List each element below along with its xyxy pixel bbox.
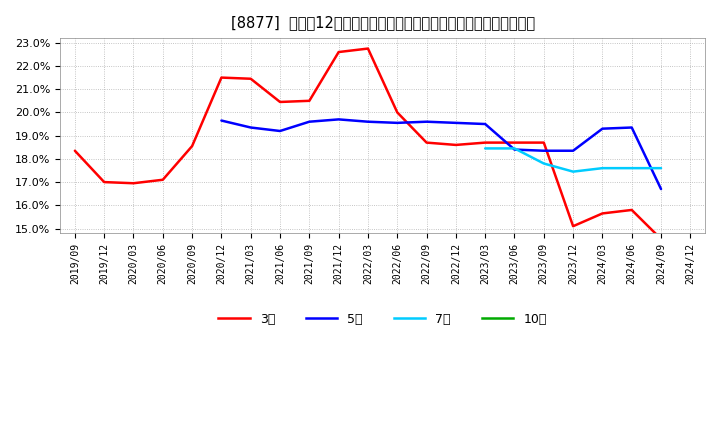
5年 xyxy=(510,147,519,152)
3年 xyxy=(627,207,636,213)
3年 xyxy=(569,224,577,229)
3年 xyxy=(393,110,402,115)
3年 xyxy=(276,99,284,105)
Line: 7年: 7年 xyxy=(485,148,661,172)
5年 xyxy=(598,126,607,131)
3年 xyxy=(305,98,314,103)
3年 xyxy=(539,140,548,145)
5年 xyxy=(451,120,460,125)
3年 xyxy=(510,140,519,145)
3年 xyxy=(422,140,431,145)
3年 xyxy=(158,177,167,183)
5年 xyxy=(627,125,636,130)
7年 xyxy=(569,169,577,174)
5年 xyxy=(246,125,255,130)
Line: 3年: 3年 xyxy=(75,48,661,239)
5年 xyxy=(305,119,314,125)
Title: [8877]  売上高12か月移動合計の対前年同期増減率の標準偏差の推移: [8877] 売上高12か月移動合計の対前年同期増減率の標準偏差の推移 xyxy=(230,15,535,30)
3年 xyxy=(188,143,197,149)
5年 xyxy=(539,148,548,154)
5年 xyxy=(364,119,372,125)
3年 xyxy=(451,142,460,147)
3年 xyxy=(100,180,109,185)
3年 xyxy=(246,76,255,81)
3年 xyxy=(364,46,372,51)
7年 xyxy=(657,165,665,171)
7年 xyxy=(481,146,490,151)
3年 xyxy=(598,211,607,216)
3年 xyxy=(481,140,490,145)
3年 xyxy=(129,180,138,186)
5年 xyxy=(481,121,490,127)
3年 xyxy=(71,148,79,154)
7年 xyxy=(539,161,548,166)
5年 xyxy=(217,118,226,123)
5年 xyxy=(276,128,284,134)
5年 xyxy=(393,120,402,125)
7年 xyxy=(510,146,519,151)
5年 xyxy=(569,148,577,154)
Legend: 3年, 5年, 7年, 10年: 3年, 5年, 7年, 10年 xyxy=(213,308,552,331)
5年 xyxy=(422,119,431,125)
5年 xyxy=(334,117,343,122)
3年 xyxy=(334,49,343,55)
3年 xyxy=(657,236,665,242)
Line: 5年: 5年 xyxy=(222,119,661,189)
7年 xyxy=(598,165,607,171)
3年 xyxy=(217,75,226,80)
7年 xyxy=(627,165,636,171)
5年 xyxy=(657,187,665,192)
